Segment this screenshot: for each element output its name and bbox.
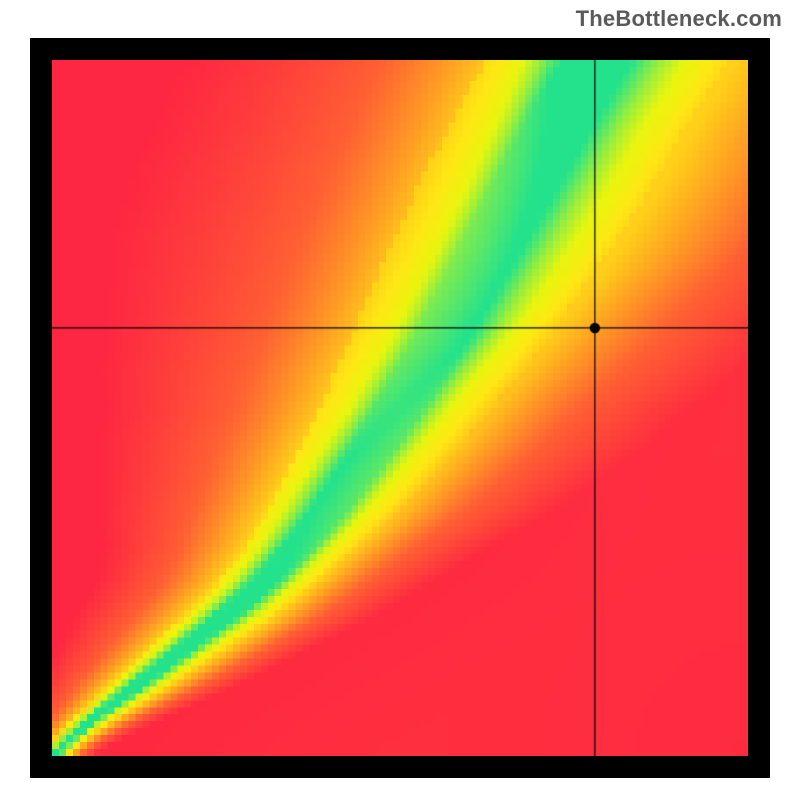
crosshair-overlay: [52, 60, 748, 756]
page-root: TheBottleneck.com: [0, 0, 800, 800]
chart-frame: [30, 38, 770, 778]
watermark-text: TheBottleneck.com: [576, 6, 782, 32]
